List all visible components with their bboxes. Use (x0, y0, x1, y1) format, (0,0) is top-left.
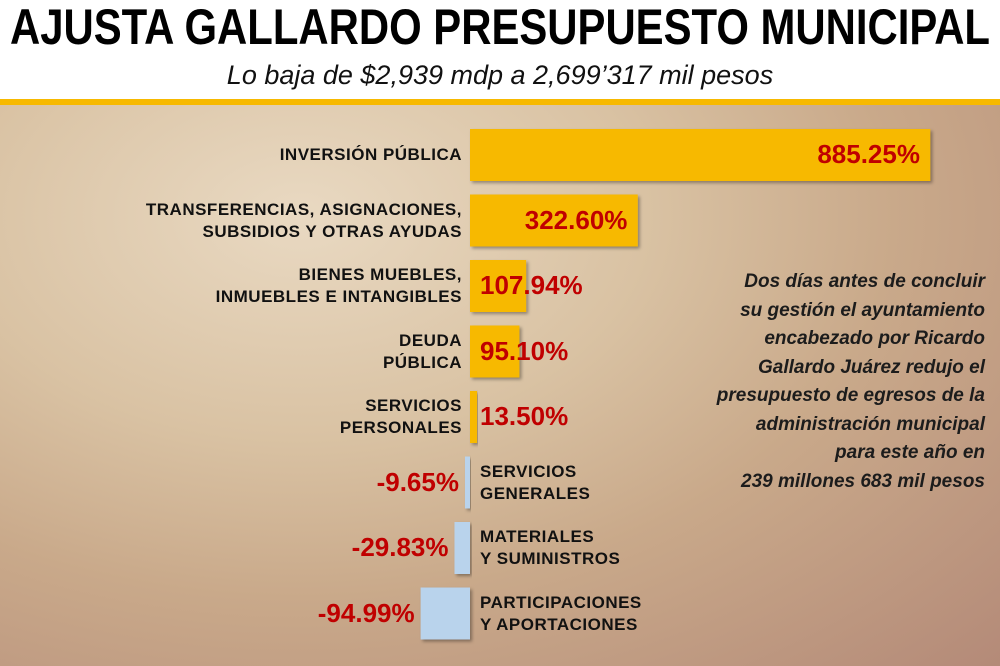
header-rule (0, 99, 1000, 105)
value-label: 322.60% (524, 204, 628, 235)
category-label: INVERSIÓN PÚBLICA (279, 145, 462, 164)
bar (470, 194, 638, 247)
header (0, 0, 1000, 100)
chart-title: AJUSTA GALLARDO PRESUPUESTO MUNICIPAL (10, 0, 990, 55)
value-label: 885.25% (817, 139, 920, 169)
bar (470, 325, 520, 378)
bar (470, 129, 931, 181)
category-label: BIENES MUEBLES, INMUEBLES E INTANGIBLES (215, 265, 462, 306)
category-label: DEUDA PÚBLICA (382, 330, 462, 372)
value-label: 95.10% (480, 335, 569, 366)
bar (464, 456, 470, 509)
category-label: TRANSFERENCIAS, ASIGNACIONES, SUBSIDIOS … (145, 199, 462, 241)
bar (454, 522, 470, 574)
category-label: PARTICIPACIONES Y APORTACIONES (480, 592, 642, 634)
category-label: SERVICIOS GENERALES (480, 461, 591, 503)
chart-subtitle: Lo baja de $2,939 mdp a 2,699’317 mil pe… (227, 60, 773, 90)
value-label: -94.99% (317, 597, 415, 628)
value-label: -9.65% (376, 466, 459, 497)
category-label: SERVICIOS PERSONALES (339, 396, 462, 437)
category-label: MATERIALES Y SUMINISTROS (480, 527, 621, 568)
value-label: -29.83% (351, 532, 449, 562)
value-label: 13.50% (480, 401, 569, 431)
bar (470, 260, 527, 312)
annotation: Dos días antes de concluir su gestión el… (716, 271, 985, 492)
bar (470, 391, 478, 443)
value-label: 107.94% (480, 270, 583, 300)
bar (420, 587, 470, 640)
